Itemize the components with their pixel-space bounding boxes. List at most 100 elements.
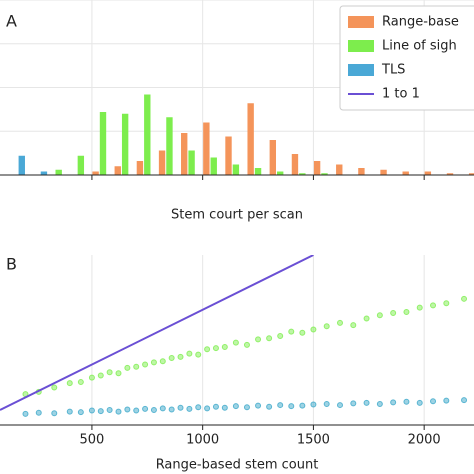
point — [106, 406, 113, 413]
point — [124, 364, 131, 371]
point — [336, 319, 343, 326]
point — [88, 374, 95, 381]
legend-label: Range-base — [382, 15, 459, 30]
point — [430, 398, 437, 405]
point — [336, 402, 343, 409]
bar — [358, 168, 365, 175]
point — [266, 403, 273, 410]
point — [221, 404, 228, 411]
point — [77, 379, 84, 386]
bar — [166, 117, 173, 175]
bar — [321, 173, 328, 175]
point — [323, 323, 330, 330]
point — [195, 404, 202, 411]
bar — [181, 133, 188, 175]
point — [416, 304, 423, 311]
bar — [468, 173, 474, 175]
point — [97, 408, 104, 415]
point — [204, 346, 211, 353]
bar — [446, 173, 454, 175]
point — [177, 404, 184, 411]
legend-label: Line of sigh — [382, 39, 457, 54]
point — [159, 358, 166, 365]
point — [22, 410, 29, 417]
bar — [121, 113, 129, 175]
point — [243, 404, 250, 411]
point — [168, 354, 175, 361]
point — [168, 406, 175, 413]
point — [142, 361, 149, 368]
point — [430, 302, 437, 309]
point — [255, 402, 262, 409]
point — [363, 399, 370, 406]
point — [390, 399, 397, 406]
point — [299, 402, 306, 409]
reference-line — [0, 255, 314, 411]
x-axis-label: Range-based stem count — [156, 458, 319, 473]
x-tick-label: 1000 — [186, 433, 219, 448]
bar — [277, 171, 284, 175]
bar — [144, 94, 151, 175]
point — [288, 403, 295, 410]
point — [212, 345, 219, 352]
point — [195, 351, 202, 358]
point — [310, 326, 317, 333]
bar — [203, 122, 210, 175]
bar — [136, 161, 144, 175]
bar — [225, 136, 232, 175]
bar — [269, 140, 276, 175]
bar — [188, 150, 195, 175]
legend-swatch — [348, 16, 374, 28]
bar — [336, 164, 343, 175]
point — [51, 384, 58, 391]
point — [142, 405, 149, 412]
point — [66, 408, 73, 415]
bar — [232, 164, 240, 175]
bar — [424, 171, 432, 175]
bar — [114, 166, 121, 175]
point — [299, 329, 306, 336]
point — [323, 400, 330, 407]
bar — [210, 157, 217, 175]
point — [51, 410, 58, 417]
point — [232, 403, 239, 410]
point — [124, 406, 131, 413]
point — [350, 322, 357, 329]
x-tick-label: 500 — [80, 433, 105, 448]
bar — [92, 171, 99, 175]
point — [88, 407, 95, 414]
point — [186, 405, 193, 412]
point — [133, 363, 140, 370]
point — [115, 370, 122, 377]
point — [288, 328, 295, 335]
point — [443, 300, 450, 307]
point — [115, 408, 122, 415]
point — [77, 409, 84, 416]
point — [350, 400, 357, 407]
legend-label: 1 to 1 — [382, 87, 420, 102]
bar — [299, 173, 306, 175]
legend-box — [339, 5, 474, 111]
panel-label: B — [6, 255, 17, 274]
bar — [247, 103, 254, 175]
point — [390, 310, 397, 317]
point — [461, 397, 468, 404]
point — [177, 353, 184, 360]
point — [133, 407, 140, 414]
point — [277, 333, 284, 340]
bar — [291, 154, 299, 175]
point — [255, 336, 262, 343]
plot-area — [0, 0, 474, 175]
point — [106, 369, 113, 376]
bar — [313, 161, 321, 175]
point — [376, 312, 383, 319]
point — [243, 341, 250, 348]
point — [150, 406, 157, 413]
point — [376, 400, 383, 407]
point — [363, 315, 370, 322]
point — [66, 380, 73, 387]
bar — [254, 168, 262, 175]
point — [461, 295, 468, 302]
bar — [18, 155, 25, 175]
